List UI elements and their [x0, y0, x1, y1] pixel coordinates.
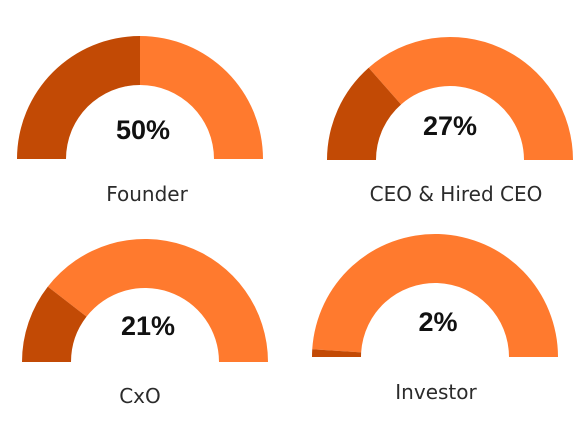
gauge-investor-filled-arc — [312, 349, 362, 357]
gauge-founder-label: Founder — [106, 182, 188, 206]
gauge-cxo-remaining-arc — [47, 239, 269, 362]
gauge-founder: 50% Founder — [17, 36, 263, 206]
gauge-ceo-filled-arc — [327, 67, 402, 160]
gauge-cxo-filled-arc — [22, 286, 87, 362]
gauge-founder-value: 50% — [116, 115, 170, 145]
gauge-founder-filled-arc — [17, 36, 140, 159]
gauge-investor-remaining-arc — [312, 233, 558, 357]
gauge-investor: 2% Investor — [312, 233, 558, 404]
gauge-cxo-value: 21% — [121, 311, 175, 341]
gauge-founder-remaining-arc — [140, 36, 263, 159]
gauge-cxo: 21% CxO — [22, 239, 269, 408]
gauge-cxo-label: CxO — [119, 384, 161, 408]
gauge-ceo: 27% CEO & Hired CEO — [327, 36, 573, 206]
gauge-ceo-label: CEO & Hired CEO — [370, 182, 543, 206]
gauge-investor-label: Investor — [395, 380, 477, 404]
gauge-investor-value: 2% — [418, 307, 457, 337]
gauge-ceo-remaining-arc — [368, 36, 573, 160]
gauge-ceo-value: 27% — [423, 111, 477, 141]
